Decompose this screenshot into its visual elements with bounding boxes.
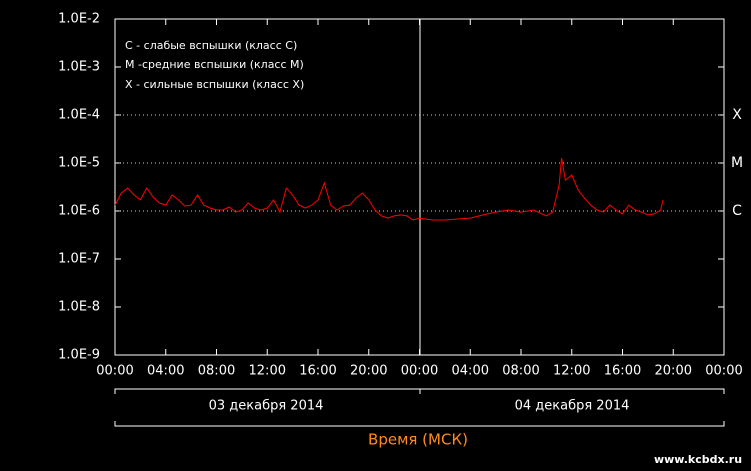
class-label: M [731, 155, 743, 171]
x-tick-label: 16:00 [299, 364, 336, 379]
legend-text: X - сильные вспышки (класс X) [125, 78, 304, 91]
y-tick-label: 1.0E-6 [58, 204, 100, 219]
class-label: C [732, 203, 742, 219]
x-tick-label: 16:00 [604, 364, 641, 379]
x-axis-label: Время (МСК) [368, 431, 468, 449]
axis-bracket [114, 421, 725, 427]
legend-text: M -средние вспышки (класс M) [125, 58, 304, 71]
x-tick-label: 12:00 [553, 364, 590, 379]
x-tick-label: 12:00 [249, 364, 286, 379]
x-tick-label: 00:00 [401, 364, 438, 379]
date-label: 04 декабря 2014 [515, 399, 630, 414]
x-tick-label: 00:00 [705, 364, 742, 379]
x-tick-label: 04:00 [147, 364, 184, 379]
watermark: www.kcbdx.ru [654, 453, 742, 466]
y-tick-label: 1.0E-3 [58, 60, 100, 75]
x-tick-label: 08:00 [502, 364, 539, 379]
x-tick-label: 20:00 [655, 364, 692, 379]
y-tick-label: 1.0E-8 [58, 300, 100, 315]
date-label: 03 декабря 2014 [209, 399, 324, 414]
class-label: X [732, 107, 742, 123]
y-tick-label: 1.0E-9 [58, 348, 100, 363]
x-tick-label: 20:00 [350, 364, 387, 379]
y-tick-label: 1.0E-7 [58, 252, 100, 267]
legend-text: C - слабые вспышки (класс C) [125, 39, 297, 52]
x-tick-label: 04:00 [452, 364, 489, 379]
x-tick-label: 08:00 [198, 364, 235, 379]
flux-line [114, 157, 664, 221]
y-tick-label: 1.0E-5 [58, 156, 100, 171]
y-tick-label: 1.0E-4 [58, 108, 100, 123]
x-tick-label: 00:00 [96, 364, 133, 379]
y-tick-label: 1.0E-2 [58, 12, 100, 27]
